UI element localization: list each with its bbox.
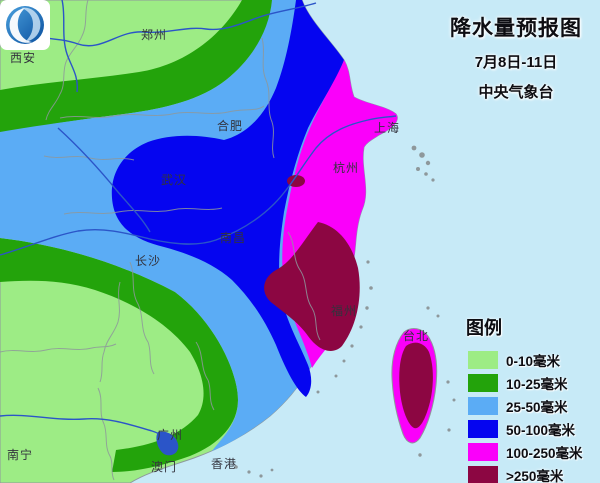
city-label: 福州 [331, 304, 358, 318]
legend-item-label: 50-100毫米 [506, 422, 576, 438]
legend-item-label: 0-10毫米 [506, 353, 561, 369]
legend-swatch [468, 419, 498, 438]
city-label: 香港 [211, 457, 238, 471]
han-river [57, 127, 151, 233]
precip-zone-50-100 [111, 0, 345, 397]
legend-item: 25-50毫米 [456, 394, 600, 417]
city-label: 合肥 [217, 119, 244, 133]
city-label: 台北 [403, 329, 430, 343]
wei-river [61, 0, 79, 93]
province-borders [0, 0, 321, 481]
legend-title: 图例 [466, 318, 502, 338]
legend-swatch [468, 465, 498, 483]
legend-item: 10-25毫米 [456, 371, 600, 394]
precip-zone-250-fujian [264, 222, 360, 351]
legend-swatch [468, 442, 498, 461]
title-block: 降水量预报图 7月8日-11日 中央气象台 [432, 12, 600, 102]
city-label: 澳门 [151, 460, 178, 474]
legend-items: 0-10毫米 10-25毫米 25-50毫米 50-100毫米 100-250毫米 >25… [456, 348, 600, 483]
weather-agency-logo [0, 0, 50, 50]
city-label: 西安 [10, 51, 37, 65]
map-title: 降水量预报图 [450, 17, 582, 40]
city-label: 上海 [374, 121, 401, 135]
city-label: 杭州 [333, 161, 360, 175]
legend: 图例 0-10毫米 10-25毫米 25-50毫米 50-100毫米 100-250毫米… [456, 314, 600, 483]
legend-item: 100-250毫米 [456, 440, 600, 463]
legend-item-label: 100-250毫米 [506, 445, 583, 461]
legend-item: 0-10毫米 [456, 348, 600, 371]
agency-name: 中央气象台 [478, 84, 554, 101]
legend-item-label: 10-25毫米 [506, 376, 568, 392]
pearl-river-delta [156, 431, 179, 456]
yangtze-river [0, 115, 397, 256]
legend-item-label: 25-50毫米 [506, 399, 568, 415]
legend-item: >250毫米 [456, 463, 600, 483]
legend-swatch [468, 396, 498, 415]
city-label: 武汉 [161, 173, 188, 187]
taiwan-250-zone [399, 342, 433, 429]
city-label: 长沙 [135, 254, 162, 268]
island-dots [234, 145, 456, 478]
precip-zone-10-25-north [0, 0, 276, 134]
precip-zone-10-25-south [0, 238, 238, 472]
city-label: 南宁 [7, 448, 34, 462]
legend-swatch [468, 373, 498, 392]
date-range: 7月8日-11日 [474, 54, 558, 71]
city-label: 广州 [157, 428, 184, 442]
legend-item: 50-100毫米 [456, 417, 600, 440]
city-label: 南昌 [220, 231, 247, 245]
legend-item-label: >250毫米 [506, 468, 564, 483]
precip-zone-250-spot [287, 175, 305, 187]
city-label: 郑州 [141, 28, 168, 42]
legend-swatch [468, 350, 498, 369]
